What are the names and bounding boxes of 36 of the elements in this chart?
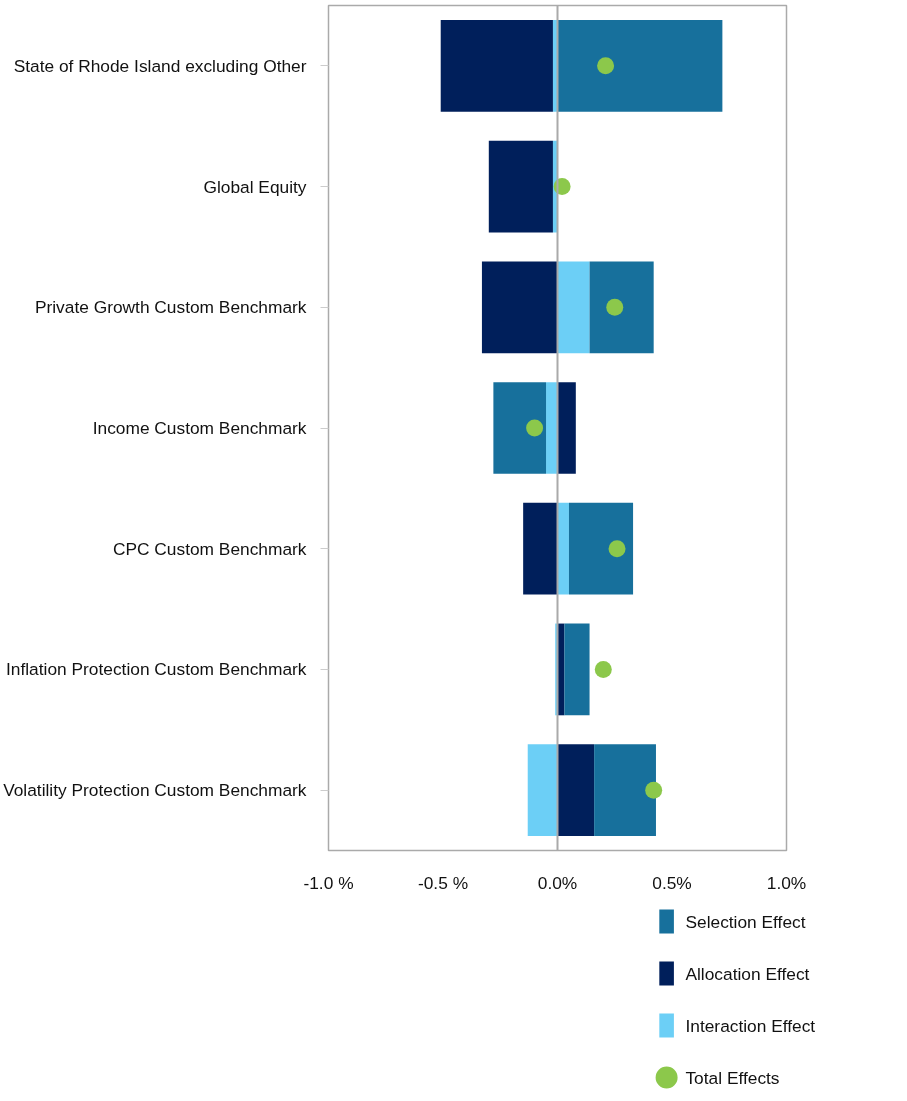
bar — [523, 502, 558, 595]
y-tick-label: Volatility Protection Custom Benchmark — [3, 780, 307, 801]
point — [608, 540, 626, 558]
bar — [440, 19, 553, 112]
bar — [557, 744, 595, 837]
legend-label: Interaction Effect — [685, 1015, 816, 1036]
point — [606, 298, 624, 316]
y-tick-label: Inflation Protection Custom Benchmark — [6, 659, 307, 680]
y-tick-label: Income Custom Benchmark — [92, 418, 307, 438]
bar — [594, 744, 656, 837]
bar — [564, 623, 590, 716]
x-tick-label: -0.5 % — [417, 872, 469, 893]
bar — [481, 261, 558, 354]
y-tick-label: State of Rhode Island excluding Other — [13, 55, 307, 76]
x-tick-label: -1.0 % — [303, 872, 354, 893]
point — [597, 57, 615, 75]
point — [526, 419, 544, 437]
point — [645, 781, 663, 799]
bar — [493, 382, 547, 474]
bar — [557, 261, 590, 354]
legend-label: Allocation Effect — [685, 963, 810, 984]
x-tick-label: 1.0% — [766, 872, 807, 893]
x-tick-label: 0.5% — [652, 872, 692, 893]
bar — [568, 502, 634, 595]
y-tick-label: Private Growth Custom Benchmark — [34, 297, 307, 318]
bar — [488, 140, 553, 233]
point — [594, 660, 612, 678]
bar — [527, 744, 558, 837]
legend-label: Selection Effect — [685, 911, 806, 932]
bar — [557, 19, 723, 112]
bar — [589, 261, 654, 354]
y-tick-label: Global Equity — [203, 176, 307, 197]
legend-label: Total Effects — [685, 1067, 780, 1088]
y-tick-label: CPC Custom Benchmark — [112, 538, 307, 559]
bar — [546, 382, 558, 474]
x-tick-label: 0.0% — [537, 872, 578, 893]
